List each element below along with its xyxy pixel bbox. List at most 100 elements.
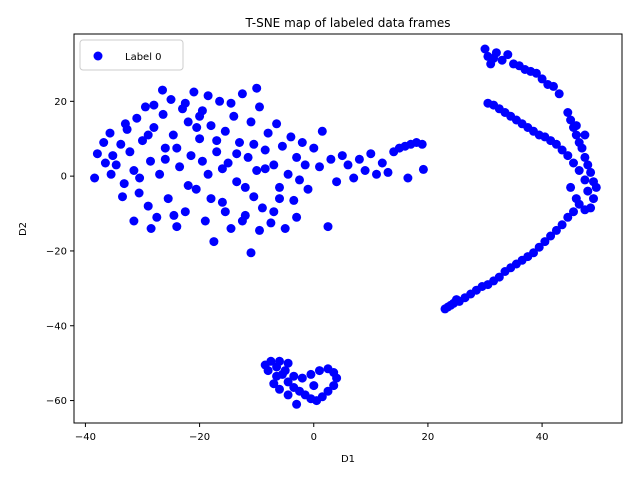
data-point [303,184,313,194]
data-point [571,194,581,204]
data-point [183,181,193,190]
data-point [203,169,213,179]
data-point [583,186,593,196]
data-point [580,205,590,215]
data-point [163,194,173,204]
data-point [349,173,359,183]
data-point [119,179,129,189]
data-point [212,136,222,146]
data-point [105,128,115,138]
data-point [116,139,126,149]
data-point [203,91,213,101]
data-point [557,145,567,155]
data-point [563,108,573,117]
y-axis-label: D2 [18,222,29,236]
data-point [275,356,284,366]
data-point [249,192,259,202]
legend: Label 0 [79,39,184,71]
x-tick-label: 40 [536,432,549,443]
data-point [172,222,182,232]
data-point [563,212,573,222]
data-point [591,182,601,192]
data-point [192,123,202,132]
data-point [160,143,170,153]
data-point [275,384,284,394]
data-point [243,152,253,162]
data-point [172,143,182,153]
data-point [108,151,118,161]
y-tick-label: −20 [46,246,67,257]
data-point [557,220,567,230]
data-point [237,89,247,99]
legend-frame [79,39,184,71]
data-point [323,222,333,232]
data-point [229,111,239,121]
data-point [323,364,333,374]
data-point [111,160,121,170]
data-point [275,182,284,192]
data-point [566,115,576,125]
data-point [100,158,110,168]
data-point [332,177,342,187]
data-point [551,139,561,149]
data-point [546,231,556,241]
y-tick-label: 20 [54,97,67,108]
data-point [292,399,302,409]
data-point [537,74,547,84]
data-point [315,366,324,376]
data-point [246,248,256,258]
data-point [129,166,139,175]
data-point [249,139,259,149]
data-point [589,194,598,204]
data-point [540,237,550,247]
data-point [377,158,387,168]
data-point [237,216,247,226]
data-point [140,102,150,112]
data-point [289,371,299,381]
data-point [343,160,353,170]
plot-frame [73,33,623,424]
data-point [534,242,544,252]
data-point [146,224,156,233]
data-point [134,188,144,198]
data-point [503,50,513,60]
data-point [168,130,178,140]
data-point [260,360,270,370]
data-point [280,224,290,233]
data-point [306,369,316,379]
data-point [317,126,327,136]
data-point [143,201,153,211]
data-point [354,154,364,164]
data-point [418,164,428,174]
data-point [220,126,230,136]
data-point [563,151,573,161]
data-point [531,68,541,78]
data-point [200,216,210,226]
y-tick-label: 0 [61,172,67,183]
data-point [158,85,167,95]
data-point [195,111,205,121]
data-point [217,164,227,174]
data-point [326,154,336,164]
data-point [580,130,590,140]
data-point [138,136,147,146]
data-point [246,117,256,127]
data-point [283,390,293,400]
data-point [129,216,139,226]
data-point [149,123,159,132]
data-point [315,162,324,172]
data-point [366,149,376,159]
points-layer [90,44,601,409]
data-point [266,218,276,228]
data-point [206,194,216,204]
data-point [497,55,507,65]
data-point [289,195,299,205]
data-point [480,44,490,54]
data-point [149,100,159,110]
data-point [549,81,558,91]
data-point [272,371,282,381]
x-tick-label: 0 [311,432,317,443]
data-point [571,121,581,131]
data-point [90,173,100,183]
